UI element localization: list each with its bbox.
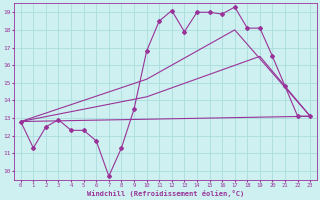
- X-axis label: Windchill (Refroidissement éolien,°C): Windchill (Refroidissement éolien,°C): [87, 190, 244, 197]
